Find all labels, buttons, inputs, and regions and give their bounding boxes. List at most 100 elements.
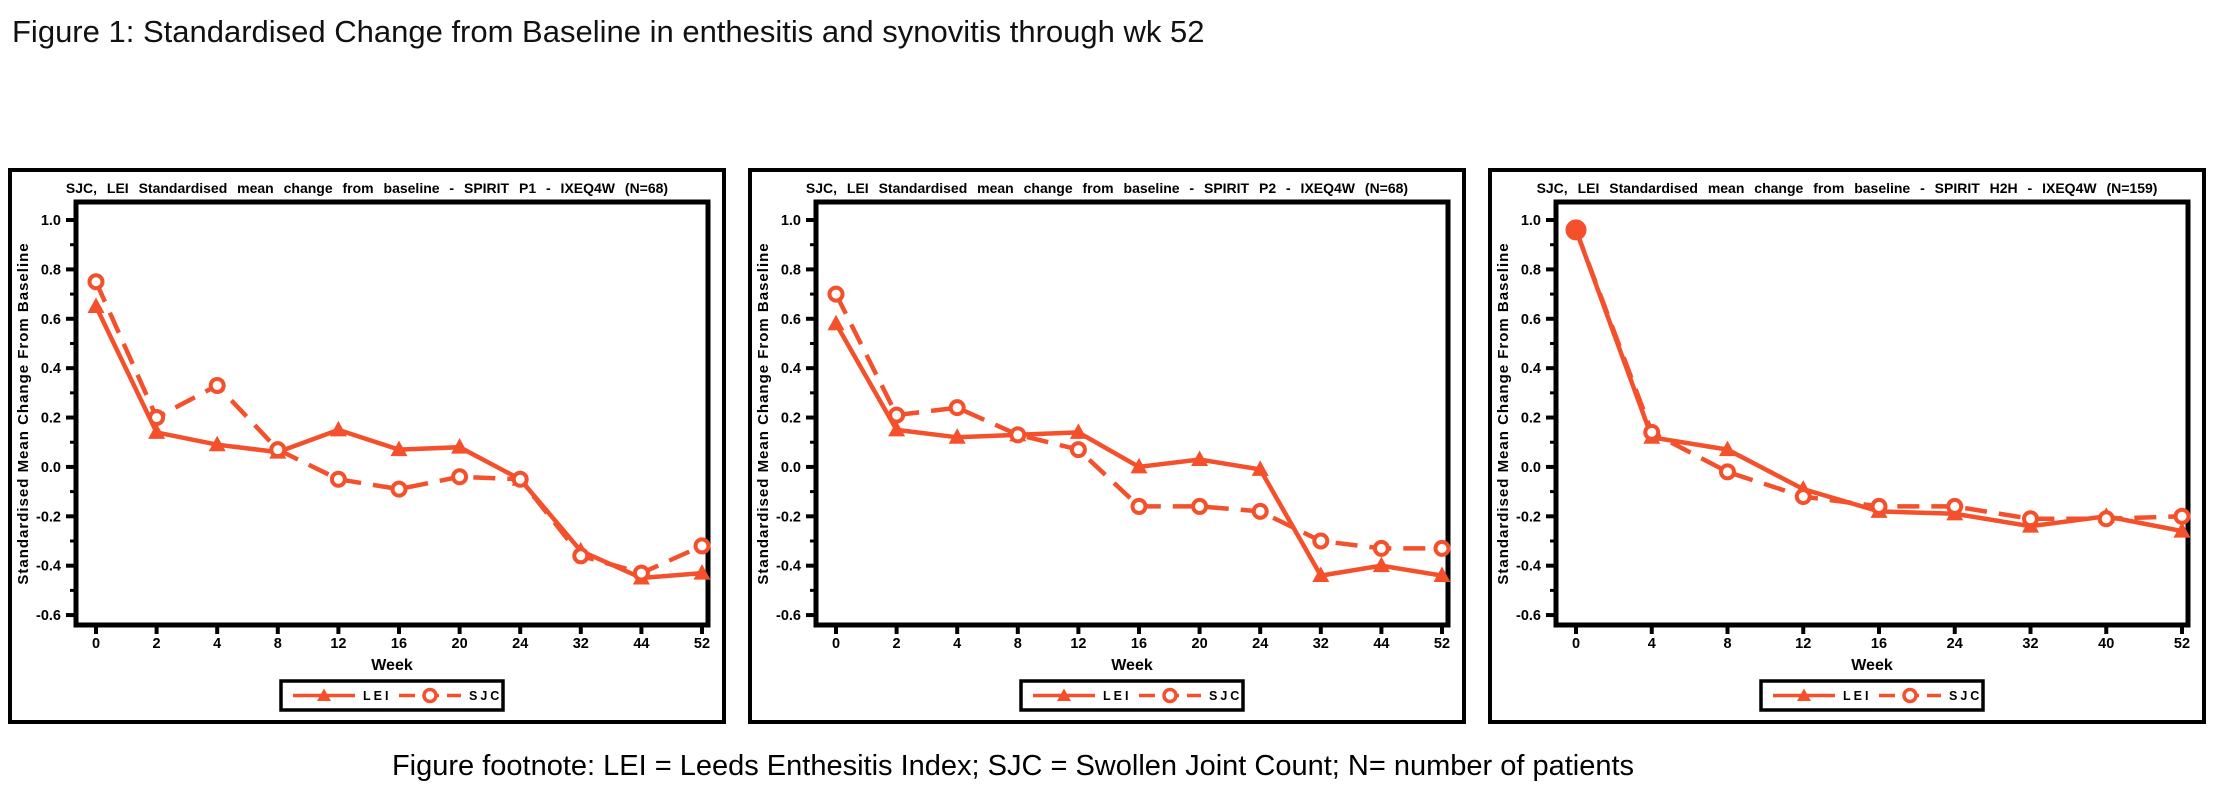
sjc-marker bbox=[1251, 502, 1269, 520]
sjc-marker bbox=[1565, 219, 1587, 241]
x-axis-label: Week bbox=[371, 657, 413, 674]
x-tick-label: 52 bbox=[2174, 636, 2190, 652]
x-tick-label: 0 bbox=[1572, 636, 1580, 652]
lei-marker bbox=[1130, 457, 1148, 474]
legend-lei-label: LEI bbox=[1103, 689, 1131, 703]
sjc-marker bbox=[1946, 497, 1964, 515]
y-tick-label: 0.0 bbox=[41, 460, 61, 476]
legend-lei-label: LEI bbox=[1843, 689, 1871, 703]
x-tick-label: 40 bbox=[2098, 636, 2114, 652]
chart-canvas-spirit-h2h: 1.0 0.8 0.6 0.4 0.2 0.0 -0.2 -0.4 -0.6 0 4 8 12 16 24 3… bbox=[1492, 196, 2202, 712]
lei-marker bbox=[827, 314, 845, 331]
x-tick-label: 4 bbox=[953, 636, 961, 652]
x-tick-label: 24 bbox=[512, 636, 528, 652]
sjc-marker bbox=[1719, 463, 1736, 481]
x-tick-label: 8 bbox=[1723, 636, 1731, 652]
sjc-marker bbox=[1794, 488, 1812, 506]
y-tick-label: 0.2 bbox=[1521, 411, 1541, 427]
lei-marker bbox=[329, 420, 347, 437]
lei-marker bbox=[451, 438, 469, 454]
sjc-marker bbox=[827, 285, 845, 303]
y-axis-label: Standardised Mean Change From Baseline bbox=[755, 242, 772, 584]
chart-title-spirit-p1: SJC, LEI Standardised mean change from b… bbox=[65, 180, 669, 196]
plot-area: 1.00.80.60.40.20.0-0.2-0.4-0.60 2 4 8 12 16 20… bbox=[755, 199, 1451, 712]
legend: LEI SJC bbox=[279, 679, 505, 712]
y-tick-label: -0.4 bbox=[1516, 559, 1541, 575]
x-tick-label: 32 bbox=[2022, 636, 2038, 652]
sjc-marker bbox=[1069, 441, 1087, 459]
chart-panel-spirit-p2: SJC, LEI Standardised mean change from b… bbox=[748, 168, 1466, 724]
chart-title-spirit-p2: SJC, LEI Standardised mean change from b… bbox=[805, 180, 1409, 196]
sjc-marker bbox=[390, 480, 408, 498]
legend-sjc-circle-icon bbox=[422, 687, 438, 704]
sjc-marker bbox=[632, 564, 650, 582]
sjc-marker bbox=[87, 273, 105, 291]
lei-marker bbox=[208, 435, 226, 452]
y-tick-label: -0.2 bbox=[776, 509, 801, 525]
x-tick-label: 52 bbox=[694, 636, 710, 652]
lei-marker bbox=[1191, 450, 1209, 467]
legend: LEI SJC bbox=[1019, 679, 1245, 712]
lei-marker bbox=[1069, 423, 1087, 439]
sjc-marker bbox=[1009, 426, 1027, 444]
sjc-marker bbox=[1312, 532, 1330, 550]
x-tick-label: 4 bbox=[1648, 636, 1656, 652]
plot-border bbox=[73, 199, 711, 628]
x-tick-label: 8 bbox=[1014, 636, 1022, 652]
chart-title-spirit-h2h: SJC, LEI Standardised mean change from b… bbox=[1536, 180, 2158, 196]
legend-lei-triangle-icon bbox=[1797, 688, 1811, 701]
x-tick-label: 24 bbox=[1947, 636, 1963, 652]
lei-marker bbox=[1312, 566, 1330, 583]
y-tick-label: 0.4 bbox=[1521, 361, 1541, 377]
sjc-marker bbox=[1191, 497, 1209, 515]
x-tick-label: 24 bbox=[1252, 636, 1268, 652]
lei-marker bbox=[87, 297, 105, 313]
sjc-series-line bbox=[1573, 229, 2183, 522]
y-tick-label: -0.6 bbox=[1516, 608, 1541, 624]
legend-lei-triangle-icon bbox=[1057, 688, 1071, 701]
lei-series-line bbox=[1573, 229, 2183, 534]
lei-marker bbox=[390, 440, 408, 457]
x-tick-label: 12 bbox=[1070, 636, 1086, 652]
legend-sjc-circle-icon bbox=[1162, 687, 1178, 704]
x-tick-label: 12 bbox=[1795, 636, 1811, 652]
sjc-marker bbox=[208, 376, 226, 394]
x-tick-label: 44 bbox=[1373, 636, 1389, 652]
y-tick-label: -0.4 bbox=[36, 559, 61, 575]
sjc-marker bbox=[2022, 510, 2039, 528]
y-tick-label: 1.0 bbox=[41, 213, 61, 229]
lei-marker bbox=[148, 423, 166, 439]
sjc-marker bbox=[2173, 507, 2191, 525]
sjc-marker bbox=[948, 399, 966, 417]
x-tick-label: 16 bbox=[391, 636, 407, 652]
lei-marker bbox=[1251, 460, 1269, 476]
y-tick-label: 0.0 bbox=[781, 460, 801, 476]
y-tick-label: 0.8 bbox=[781, 262, 801, 278]
y-tick-label: 0.2 bbox=[781, 411, 801, 427]
sjc-marker bbox=[329, 470, 347, 488]
plot-border bbox=[813, 199, 1451, 628]
chart-panel-spirit-p1: SJC, LEI Standardised mean change from b… bbox=[8, 168, 726, 724]
y-tick-label: 1.0 bbox=[781, 213, 801, 229]
y-tick-label: 0.2 bbox=[41, 411, 61, 427]
lei-series-line bbox=[834, 322, 1443, 579]
x-tick-label: 20 bbox=[452, 636, 468, 652]
sjc-marker bbox=[451, 468, 469, 486]
sjc-marker bbox=[693, 537, 711, 555]
plot-area: 1.00.80.60.40.20.0-0.2-0.4-0.60 2 4 8 12 16 20… bbox=[15, 199, 711, 712]
y-tick-label: 0.6 bbox=[1521, 312, 1541, 328]
lei-marker bbox=[1372, 556, 1390, 573]
chart-svg: 1.00.80.60.40.20.0-0.2-0.4-0.60 2 4 8 12 16 20… bbox=[755, 199, 1451, 712]
y-tick-label: 0.6 bbox=[41, 312, 61, 328]
x-tick-label: 16 bbox=[1131, 636, 1147, 652]
y-tick-label: -0.6 bbox=[776, 608, 801, 624]
y-tick-label: -0.2 bbox=[36, 509, 61, 525]
x-tick-label: 0 bbox=[92, 636, 100, 652]
x-tick-label: 0 bbox=[832, 636, 840, 652]
legend-sjc-label: SJC bbox=[469, 689, 502, 703]
x-tick-label: 52 bbox=[1434, 636, 1450, 652]
figure-title: Figure 1: Standardised Change from Basel… bbox=[12, 14, 1205, 49]
sjc-marker bbox=[1643, 423, 1661, 441]
chart-panel-spirit-h2h: SJC, LEI Standardised mean change from b… bbox=[1488, 168, 2206, 724]
plot-area: 1.0 0.8 0.6 0.4 0.2 0.0 -0.2 -0.4 -0.6 0 4 8 12 16 24 3… bbox=[1495, 199, 2191, 712]
